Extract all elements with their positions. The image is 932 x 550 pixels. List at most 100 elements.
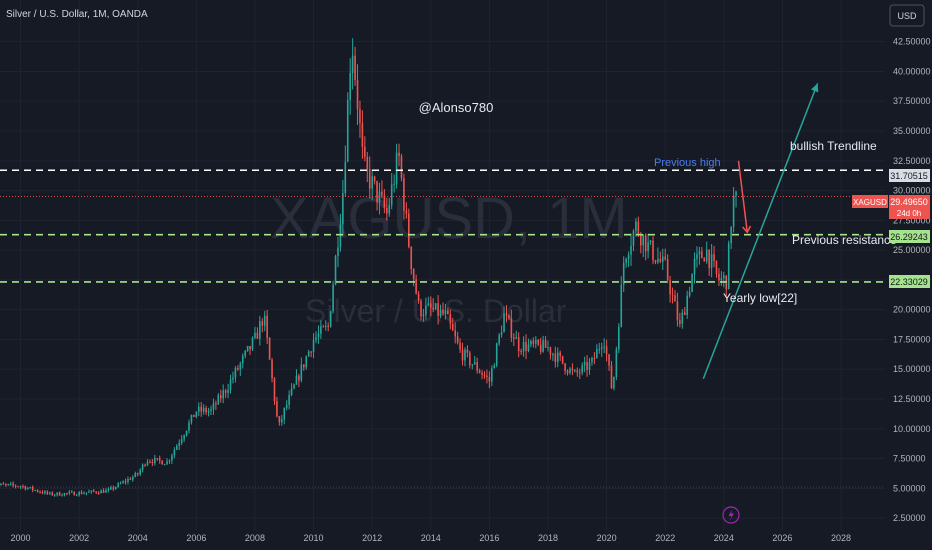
candle-body	[193, 414, 195, 417]
candle-body	[630, 245, 632, 255]
time-tick-label: 2008	[245, 533, 265, 543]
candle-body	[556, 352, 559, 363]
candle-body	[322, 326, 325, 328]
candle-body	[158, 458, 161, 461]
candle-body	[197, 406, 200, 412]
price-tick-label: 40.00000	[893, 66, 931, 76]
candle-body	[383, 195, 386, 208]
candle-body	[393, 183, 395, 185]
candle-body	[354, 55, 356, 81]
candle-body	[256, 332, 259, 339]
usd-button[interactable]: USD	[889, 4, 925, 27]
red-arrow[interactable]	[737, 160, 749, 233]
candle-body	[263, 315, 266, 326]
candle-body	[627, 254, 630, 259]
candle-body	[17, 486, 19, 488]
candle-body	[34, 490, 36, 492]
candle-body	[166, 461, 168, 465]
candle-body	[356, 80, 359, 110]
candle-body	[564, 363, 566, 371]
candle-body	[344, 161, 347, 194]
grid	[0, 0, 885, 530]
candle-body	[549, 347, 552, 355]
candle-body	[730, 226, 732, 244]
candle-body	[635, 221, 637, 232]
candle-body	[217, 395, 220, 405]
candle-body	[488, 376, 491, 382]
price-tick-label: 7.50000	[893, 454, 926, 464]
candle-body	[386, 207, 388, 214]
candle-body	[710, 254, 713, 268]
candle-body	[381, 191, 383, 196]
time-axis[interactable]: 2000 2002 2004 2006 2008 2010 2012 2014 2016 2018…	[10, 533, 851, 543]
candle-body	[735, 191, 737, 196]
candle-body	[119, 483, 122, 485]
candle-body	[447, 310, 449, 315]
candle-body	[390, 184, 393, 205]
time-tick-label: 2012	[362, 533, 382, 543]
candle-body	[39, 491, 41, 493]
candle-body	[407, 213, 410, 247]
red-arrowhead	[742, 225, 752, 234]
candle-body	[513, 337, 515, 339]
candle-body	[644, 234, 647, 252]
time-tick-label: 2018	[538, 533, 558, 543]
candle-body	[701, 251, 703, 259]
candle-body	[610, 365, 613, 389]
time-tick-label: 2024	[714, 533, 734, 543]
candle-body	[622, 262, 625, 285]
candle-body	[151, 461, 154, 464]
candle-body	[608, 354, 610, 366]
candle-body	[185, 430, 188, 436]
level-badge-low: 22.33029	[889, 275, 930, 288]
candle-body	[88, 491, 90, 493]
candle-body	[2, 483, 5, 485]
candle-body	[571, 368, 574, 371]
candle-body	[29, 486, 32, 488]
level-resistance-text: 26.29243	[890, 232, 928, 242]
candle-body	[295, 375, 298, 385]
time-tick-label: 2014	[421, 533, 441, 543]
candle-body	[403, 178, 405, 211]
candle-body	[698, 251, 701, 255]
candle-body	[539, 344, 542, 352]
candle-body	[495, 343, 498, 366]
candle-body	[298, 375, 300, 381]
price-tick-label: 20.00000	[893, 305, 931, 315]
candle-body	[366, 156, 369, 169]
candle-body	[508, 315, 510, 319]
candle-body	[715, 261, 718, 274]
candle-body	[268, 337, 271, 360]
candle-body	[576, 370, 579, 373]
candle-body	[669, 280, 671, 295]
candle-body	[51, 492, 54, 496]
candle-body	[659, 258, 662, 262]
watermark-name: Silver / U.S. Dollar	[305, 293, 567, 329]
candle-body	[173, 449, 176, 456]
candle-body	[44, 491, 46, 494]
lightning-icon[interactable]	[722, 506, 740, 524]
candle-body	[412, 269, 415, 280]
time-tick-label: 2020	[597, 533, 617, 543]
candle-body	[92, 490, 95, 492]
candle-body	[324, 325, 327, 327]
candle-body	[24, 486, 27, 490]
candle-body	[19, 486, 22, 488]
price-tick-label: 5.00000	[893, 483, 926, 493]
candle-body	[49, 492, 51, 494]
horizontal-levels	[0, 169, 885, 283]
candle-body	[315, 337, 317, 340]
candle-body	[461, 349, 464, 361]
price-tick-label: 12.50000	[893, 394, 931, 404]
candle-body	[368, 168, 371, 189]
candle-body	[171, 455, 173, 461]
candle-body	[351, 55, 354, 73]
candle-body	[251, 337, 254, 350]
candle-body	[300, 364, 303, 381]
candle-body	[542, 340, 544, 352]
bullish-trendline[interactable]	[702, 83, 819, 380]
candle-body	[244, 350, 246, 356]
candle-body	[732, 195, 735, 227]
candle-body	[219, 395, 222, 399]
